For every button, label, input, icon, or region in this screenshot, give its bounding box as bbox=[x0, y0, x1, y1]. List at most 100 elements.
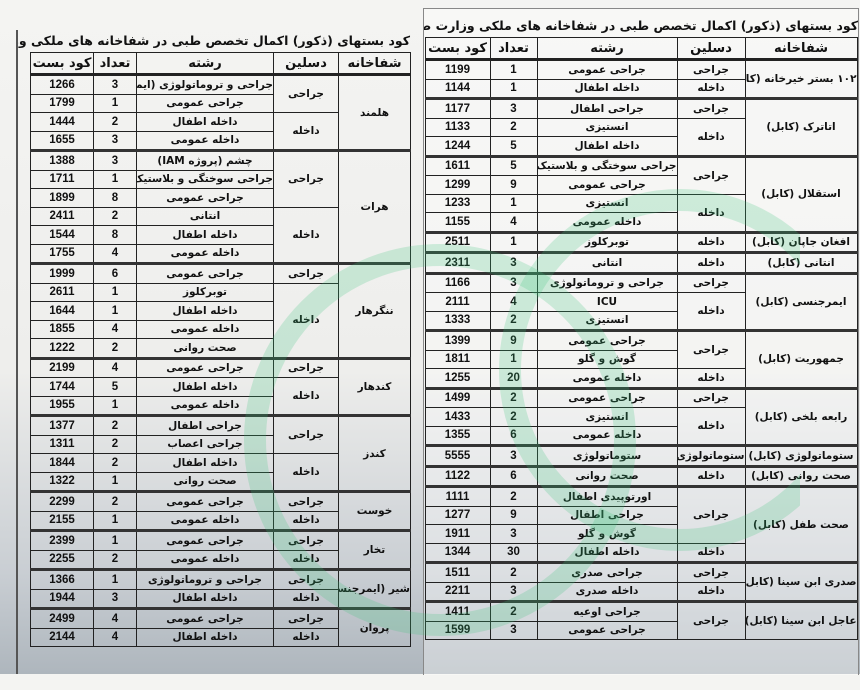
count-cell: 2 bbox=[489, 117, 538, 137]
code-cell: 1755 bbox=[30, 243, 94, 264]
hospital-cell: صحت طفل (کابل) bbox=[744, 485, 858, 563]
field-cell: داخله عمومی bbox=[536, 368, 678, 389]
code-cell: 1944 bbox=[30, 588, 94, 609]
field-cell: اورتوپیدی اطفال bbox=[536, 485, 678, 507]
count-cell: 8 bbox=[93, 225, 137, 245]
hospital-cell: ننگرهار bbox=[338, 262, 411, 359]
table-header-row: شفاخانه دسلین رشته تعداد کود بست bbox=[30, 52, 411, 76]
table-row: جراحی عمومی 9 1299 bbox=[424, 175, 857, 195]
table-row: جراحی عمومی 3 1599 bbox=[424, 620, 857, 640]
department-cell: ستوماتولوژی bbox=[676, 444, 746, 467]
department-cell: داخله bbox=[273, 588, 339, 609]
field-cell: داخله عمومی bbox=[136, 510, 274, 531]
right-table-title: کود بستهای (ذکور) اکمال تخصص طبی در شفاخ… bbox=[424, 18, 858, 33]
table-row: ستوماتولوژی (کابل) ستوماتولوژی ستوماتولوژی… bbox=[424, 444, 858, 467]
department-cell: جراحی bbox=[273, 490, 339, 512]
table-row: صحت طفل (کابل) جراحی اورتوپیدی اطفال 2 1111 bbox=[424, 485, 858, 563]
field-cell: داخله اطفال bbox=[536, 136, 678, 157]
count-cell: 4 bbox=[93, 243, 137, 264]
count-cell: 3 bbox=[489, 251, 538, 274]
code-cell: 1433 bbox=[424, 407, 491, 427]
count-cell: 3 bbox=[93, 130, 137, 151]
department-cell: جراحی bbox=[273, 607, 339, 629]
field-cell: داخله عمومی bbox=[136, 549, 274, 570]
code-cell: 1366 bbox=[30, 568, 94, 590]
table-row: افغان جاپان (کابل) داخله توبرکلوز 1 2511 bbox=[424, 230, 858, 253]
code-cell: 2155 bbox=[30, 510, 94, 531]
code-cell: 1355 bbox=[424, 425, 491, 446]
table-row: داخله عمومی 4 1855 bbox=[30, 319, 411, 339]
count-cell: 2 bbox=[489, 407, 538, 427]
code-cell: 1144 bbox=[424, 78, 491, 99]
count-cell: 5 bbox=[489, 136, 538, 157]
count-cell: 4 bbox=[489, 212, 538, 233]
table-row: جمهوریت (کابل) جراحی جراحی عمومی 9 1399 bbox=[424, 329, 858, 389]
count-cell: 3 bbox=[489, 581, 538, 602]
hospital-cell: ۱۰۲ بستر خیرخانه (کابل) bbox=[744, 58, 858, 99]
count-cell: 1 bbox=[93, 529, 137, 551]
code-cell: 2299 bbox=[30, 490, 94, 512]
count-cell: 6 bbox=[489, 425, 538, 446]
code-cell: 1377 bbox=[30, 414, 94, 436]
department-cell: جراحی bbox=[676, 386, 746, 408]
department-cell: داخله bbox=[676, 464, 746, 487]
header-count: تعداد bbox=[93, 52, 137, 76]
count-cell: 1 bbox=[93, 395, 137, 416]
code-cell: 1177 bbox=[424, 97, 491, 119]
table-row: داخله عمومی 3 1655 bbox=[30, 130, 411, 151]
field-cell: جراحی عمومی bbox=[536, 175, 678, 195]
department-cell: جراحی bbox=[273, 73, 339, 113]
header-field: رشته bbox=[136, 52, 274, 76]
header-hospital: شفاخانه bbox=[744, 37, 858, 61]
table-row: هرات جراحی چشم (پروژه IAM) 3 1388 bbox=[30, 149, 411, 264]
hospital-cell: اتاترک (کابل) bbox=[744, 97, 858, 157]
department-cell: داخله bbox=[273, 510, 339, 531]
department-cell: داخله bbox=[676, 368, 746, 389]
field-cell: انستیزی bbox=[536, 310, 678, 331]
count-cell: 2 bbox=[93, 490, 137, 512]
header-code: کود بست bbox=[30, 52, 94, 76]
table-row: جراحی اعصاب 2 1311 bbox=[30, 434, 411, 454]
code-cell: 1233 bbox=[424, 193, 491, 213]
field-cell: انستیزی bbox=[536, 193, 678, 213]
table-row: ننگرهار جراحی جراحی عمومی 6 1999 bbox=[30, 262, 411, 359]
code-cell: 1411 bbox=[424, 600, 491, 622]
count-cell: 1 bbox=[93, 301, 137, 321]
department-cell: داخله bbox=[273, 112, 339, 151]
field-cell: داخله عمومی bbox=[136, 130, 274, 151]
field-cell: داخله اطفال bbox=[136, 112, 274, 132]
count-cell: 2 bbox=[93, 414, 137, 436]
field-cell: انتانی bbox=[136, 206, 274, 226]
header-department: دسلین bbox=[273, 52, 339, 76]
field-cell: توبرکلوز bbox=[136, 282, 274, 302]
code-cell: 1344 bbox=[424, 542, 491, 563]
count-cell: 2 bbox=[93, 338, 137, 359]
table-row: صحت روانی 1 1322 bbox=[30, 471, 411, 492]
field-cell: جراحی اطفال bbox=[536, 97, 678, 119]
table-row: داخله داخله اطفال 1 1144 bbox=[424, 78, 857, 99]
table-row: کندهار جراحی جراحی عمومی 4 2199 bbox=[30, 356, 411, 416]
code-cell: 1111 bbox=[424, 485, 491, 507]
hospital-cell: ایمرجنسی (کابل) bbox=[744, 271, 858, 331]
count-cell: 2 bbox=[93, 206, 137, 226]
table-row: کندز جراحی جراحی اطفال 2 1377 bbox=[30, 414, 411, 492]
table-row: خوست جراحی جراحی عمومی 2 2299 bbox=[30, 490, 411, 531]
field-cell: انستیزی bbox=[536, 407, 678, 427]
field-cell: جراحی عمومی bbox=[536, 386, 678, 408]
count-cell: 9 bbox=[489, 505, 538, 525]
code-cell: 1799 bbox=[30, 93, 94, 113]
code-cell: 1322 bbox=[30, 471, 94, 492]
department-cell: جراحی bbox=[676, 58, 746, 80]
code-cell: 1999 bbox=[30, 262, 94, 284]
department-cell: جراحی bbox=[676, 97, 746, 119]
table-row: انستیزی 2 1333 bbox=[424, 310, 857, 331]
code-cell: 1133 bbox=[424, 117, 491, 137]
code-cell: 1644 bbox=[30, 301, 94, 321]
field-cell: جراحی عمومی bbox=[136, 262, 274, 284]
count-cell: 9 bbox=[489, 329, 538, 351]
code-cell: 5555 bbox=[424, 444, 491, 467]
code-cell: 1744 bbox=[30, 377, 94, 397]
department-cell: جراحی bbox=[676, 561, 746, 583]
